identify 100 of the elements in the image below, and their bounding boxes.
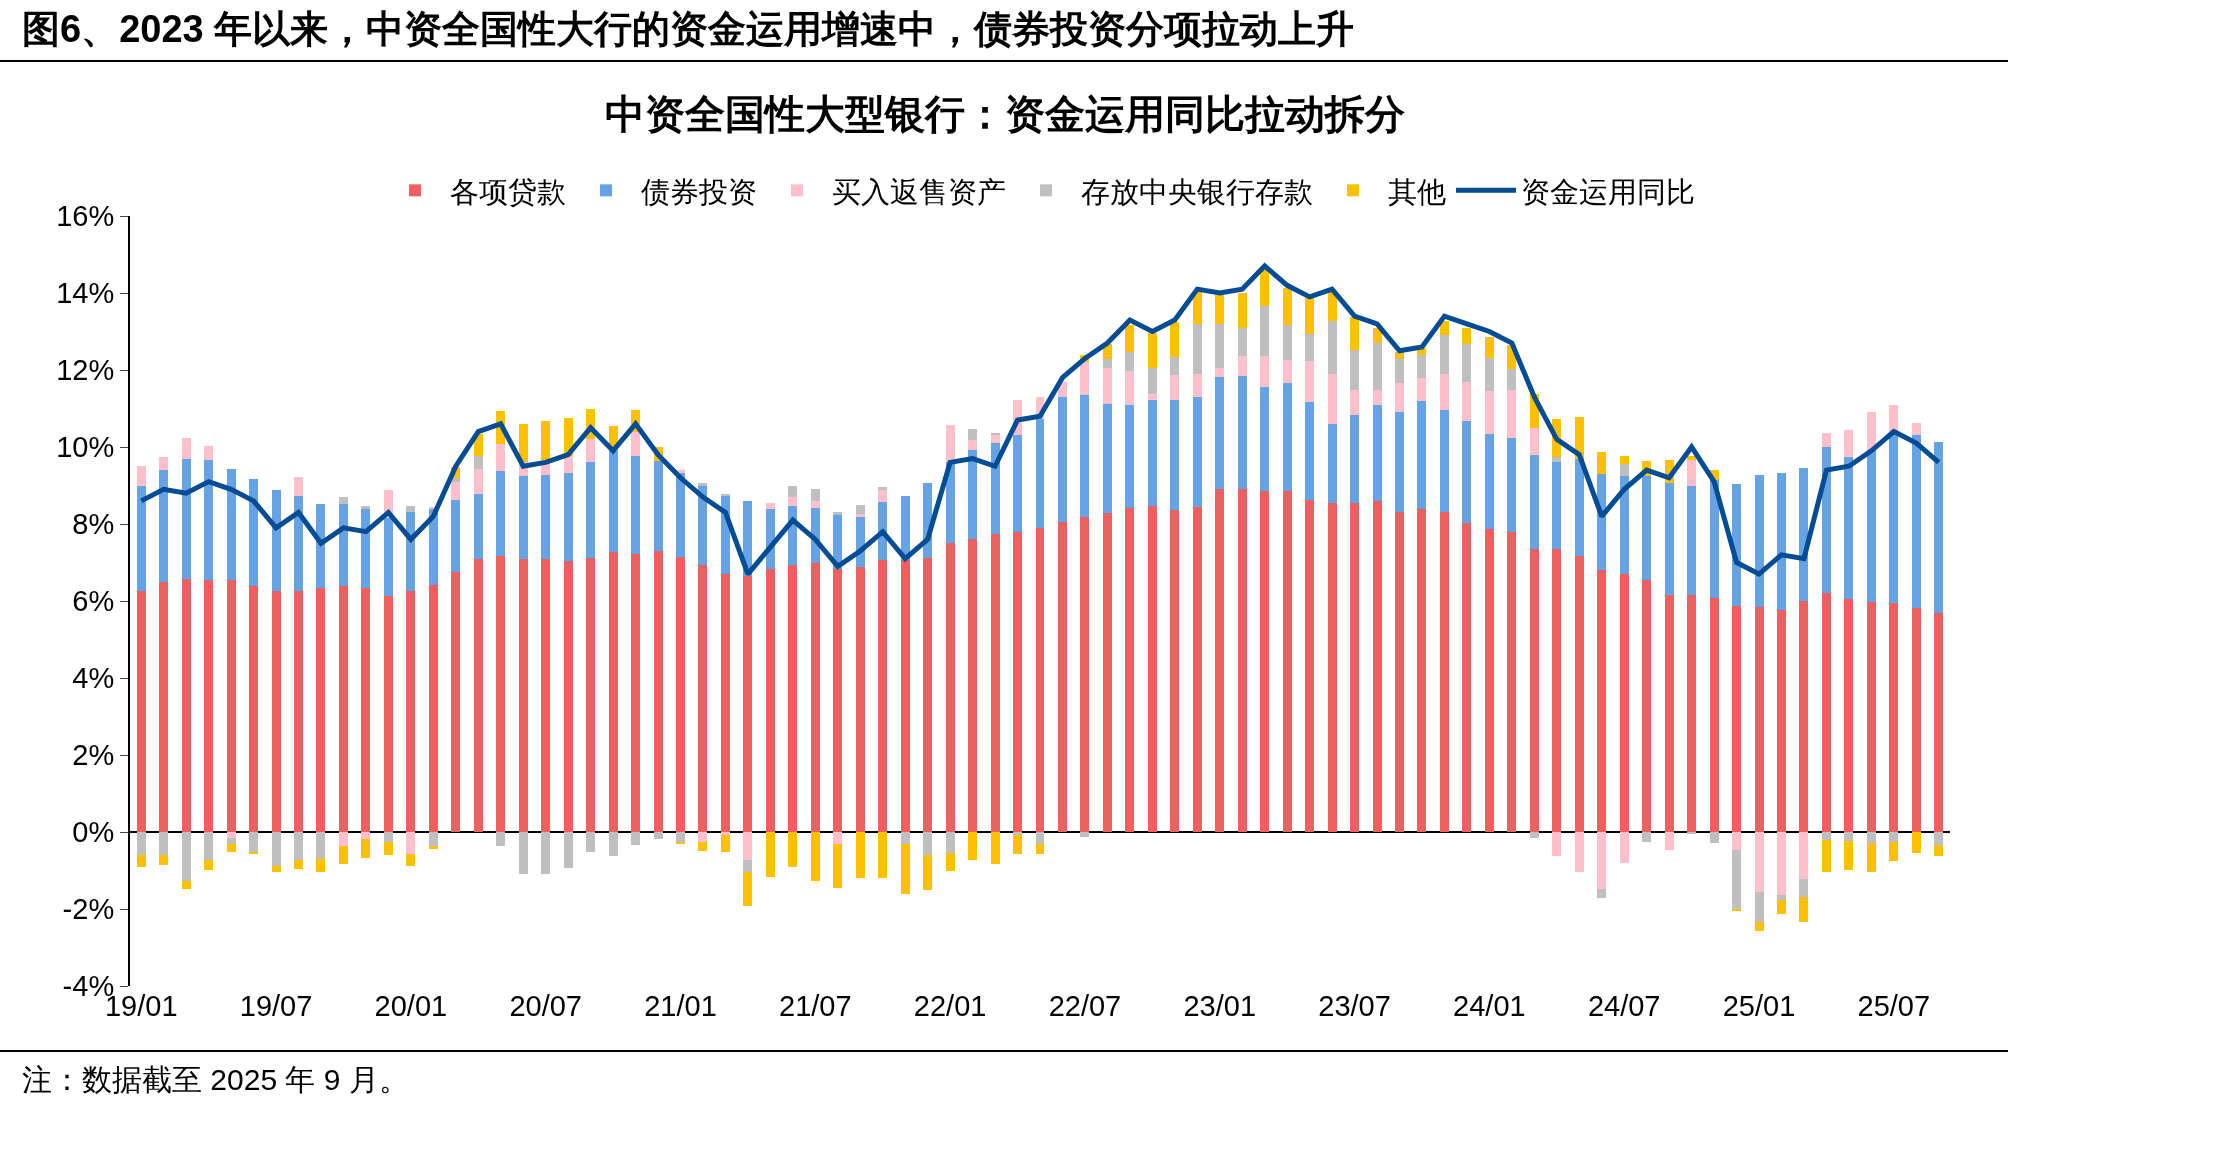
bar <box>1013 835 1022 854</box>
bar <box>1440 374 1449 410</box>
bar <box>1844 599 1853 832</box>
bar <box>1485 434 1494 529</box>
x-tick-label: 21/07 <box>779 990 852 1022</box>
bar <box>1103 359 1112 368</box>
bar <box>1799 601 1808 832</box>
bar <box>1507 438 1516 532</box>
bar <box>1440 335 1449 374</box>
bar <box>654 551 663 832</box>
bar <box>451 500 460 572</box>
bar <box>766 832 775 877</box>
bar <box>698 842 707 851</box>
bar <box>1665 832 1674 850</box>
bar <box>1058 522 1067 832</box>
bar <box>654 461 663 551</box>
x-tick-label: 21/01 <box>644 990 717 1022</box>
bar <box>1193 291 1202 324</box>
bar <box>1260 491 1269 832</box>
bar <box>766 569 775 832</box>
x-tick-label: 23/01 <box>1183 990 1257 1022</box>
bar <box>1215 295 1224 324</box>
bar <box>1305 361 1314 402</box>
bar <box>429 846 438 849</box>
bar <box>856 514 865 517</box>
bar <box>1552 457 1561 462</box>
bar <box>541 475 550 559</box>
bar <box>1889 603 1898 832</box>
bar <box>946 543 955 832</box>
bar <box>1777 832 1786 895</box>
bar <box>339 586 348 832</box>
bar <box>968 832 977 860</box>
bar <box>182 579 191 832</box>
bar <box>1125 405 1134 508</box>
bar <box>788 486 797 497</box>
bar <box>1777 900 1786 914</box>
bar <box>743 832 752 860</box>
bar <box>496 832 505 846</box>
bar <box>609 451 618 552</box>
bar <box>631 832 640 845</box>
bar <box>294 496 303 591</box>
bar <box>249 832 258 853</box>
bar <box>1148 400 1157 506</box>
bar <box>204 580 213 832</box>
bar <box>1934 832 1943 845</box>
bar <box>182 881 191 889</box>
bar <box>1305 402 1314 500</box>
bar <box>1552 832 1561 856</box>
bar <box>1822 433 1831 447</box>
bar <box>901 496 910 560</box>
bar <box>788 832 797 867</box>
bar <box>429 832 438 846</box>
bar <box>833 832 842 844</box>
bar <box>1215 377 1224 489</box>
bar <box>1552 462 1561 549</box>
bar <box>1103 404 1112 513</box>
bar <box>1103 368 1112 404</box>
bar <box>1799 832 1808 879</box>
bar <box>1058 397 1067 522</box>
bar <box>1080 832 1089 837</box>
bar <box>227 838 236 844</box>
bar <box>878 560 887 832</box>
y-tick-label: 16% <box>56 200 115 233</box>
bar <box>1530 549 1539 832</box>
bar <box>1013 532 1022 832</box>
bar <box>1328 292 1337 321</box>
bar <box>743 860 752 872</box>
bar <box>1597 889 1606 898</box>
text: 注：数据截至 2025 年 9 月。 <box>22 1062 409 1098</box>
bar <box>811 563 820 832</box>
bar <box>406 591 415 832</box>
bar <box>1238 489 1247 832</box>
bar <box>1642 580 1651 832</box>
bar <box>1889 405 1898 432</box>
bar <box>1934 442 1943 613</box>
bar <box>316 588 325 832</box>
bar <box>1036 844 1044 854</box>
bar <box>968 450 977 539</box>
x-tick-label: 24/01 <box>1453 990 1526 1022</box>
bar <box>1328 424 1337 503</box>
bar <box>272 490 281 591</box>
bar <box>631 456 640 554</box>
bar <box>496 471 505 556</box>
y-tick-label: 0% <box>72 816 115 849</box>
bar <box>1350 390 1359 415</box>
bar <box>316 859 325 872</box>
bar <box>1373 390 1382 405</box>
bar <box>1620 574 1629 832</box>
bar <box>1777 610 1786 832</box>
bar <box>1867 412 1876 450</box>
bar <box>811 489 820 501</box>
bar <box>564 832 573 868</box>
bar <box>743 872 752 906</box>
bar <box>1575 459 1584 556</box>
bar <box>1710 480 1719 598</box>
bar <box>249 479 258 586</box>
bar <box>1620 476 1629 574</box>
bar <box>1889 832 1898 842</box>
bar <box>766 503 775 509</box>
bar <box>1080 362 1089 395</box>
